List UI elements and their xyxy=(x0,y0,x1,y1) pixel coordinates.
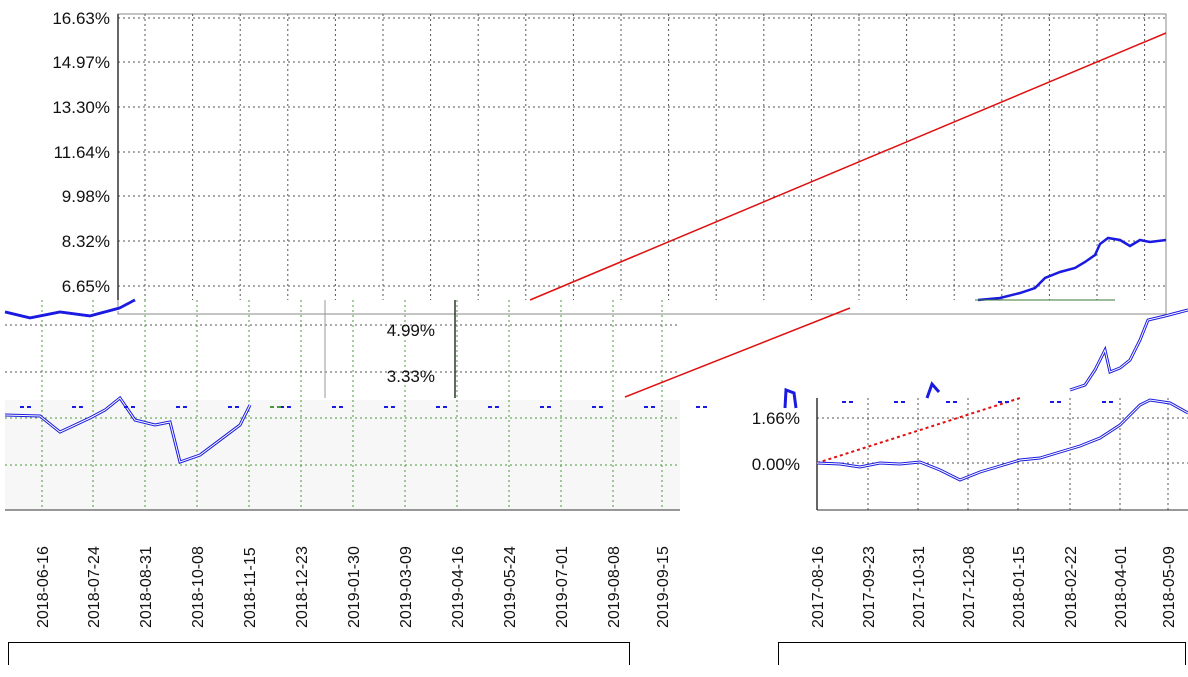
y-axis-tick-labels: 16.63% 14.97% 13.30% 11.64% 9.98% 8.32% 6.65% 4… xyxy=(52,9,800,474)
blue-series-left-lower-inner xyxy=(4,397,251,463)
x-tick-label: 2018-08-31 xyxy=(138,546,155,628)
blue-fragment xyxy=(783,387,798,409)
x-tick-label: 2019-09-15 xyxy=(655,546,672,628)
x-tick-label: 2018-11-15 xyxy=(242,547,259,628)
red-series-line xyxy=(529,32,1167,301)
x-tick-label: 2018-02-22 xyxy=(1063,546,1080,628)
x-tick-label: 2018-12-23 xyxy=(294,546,311,628)
blue-markers xyxy=(20,381,1116,409)
x-tick-label: 2018-10-08 xyxy=(190,546,207,628)
blue-series-line xyxy=(977,236,1167,302)
y-tick-label: 8.32% xyxy=(62,232,110,251)
y-tick-label: 0.00% xyxy=(752,455,800,474)
blue-series-right-upper xyxy=(1069,308,1188,392)
x-tick-label: 2019-08-08 xyxy=(606,546,623,628)
y-tick-label: 9.98% xyxy=(62,187,110,206)
y-tick-label: 3.33% xyxy=(387,367,435,386)
y-tick-label: 11.64% xyxy=(54,143,110,162)
x-tick-label: 2018-05-09 xyxy=(1161,546,1178,628)
plot-area-right-lower xyxy=(817,398,1188,510)
x-tick-label: 2018-07-24 xyxy=(86,546,103,628)
y-tick-label: 16.63% xyxy=(52,9,110,28)
blue-fragment xyxy=(925,381,941,399)
blue-series-right-lower-inner xyxy=(816,399,1188,481)
x-tick-label: 2018-01-15 xyxy=(1011,546,1028,628)
legend-left xyxy=(8,642,630,665)
y-tick-label: 14.97% xyxy=(52,53,110,72)
legend-right xyxy=(778,642,1186,665)
x-tick-label: 2019-07-01 xyxy=(554,546,571,628)
y-tick-label: 13.30% xyxy=(52,98,110,117)
x-tick-label: 2019-03-09 xyxy=(398,546,415,628)
plot-area-top xyxy=(117,13,1167,315)
blue-series-left-upper xyxy=(4,298,136,320)
x-tick-label: 2019-05-24 xyxy=(502,546,519,628)
y-tick-label: 6.65% xyxy=(62,277,110,296)
x-tick-label: 2017-12-08 xyxy=(961,546,978,628)
x-tick-label: 2019-01-30 xyxy=(346,546,363,628)
x-tick-label: 2018-06-16 xyxy=(35,546,52,628)
x-tick-label: 2017-10-31 xyxy=(911,546,928,628)
x-tick-label: 2018-04-01 xyxy=(1113,546,1130,628)
y-tick-label: 4.99% xyxy=(387,321,435,340)
x-axis-tick-labels: 2018-06-16 2018-07-24 2018-08-31 2018-10-08… xyxy=(35,546,1178,628)
plot-backgrounds xyxy=(5,13,1188,510)
x-tick-label: 2017-08-16 xyxy=(810,546,827,628)
blue-series-left-upper-inner xyxy=(4,301,136,321)
axes xyxy=(5,14,1188,511)
blue-series-right-upper-inner xyxy=(1069,309,1188,391)
series-lines xyxy=(4,32,1188,482)
red-series-line-lower xyxy=(624,307,851,398)
plot-area-left-lower xyxy=(5,400,680,510)
x-tick-label: 2017-09-23 xyxy=(861,546,878,628)
x-tick-label: 2019-04-16 xyxy=(450,546,467,628)
y-tick-label: 1.66% xyxy=(752,409,800,428)
